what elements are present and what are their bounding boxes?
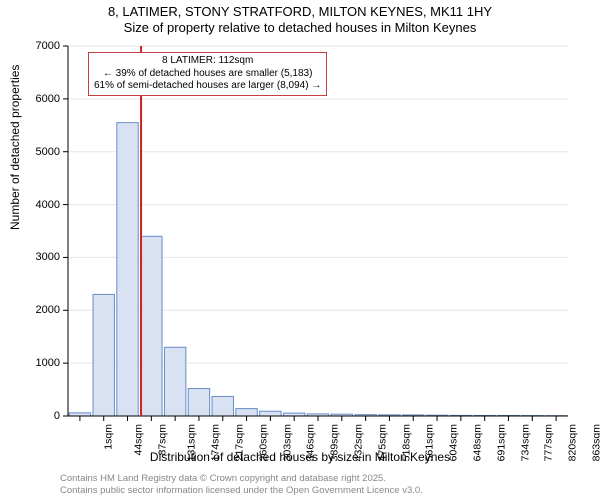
y-tick-label: 6000 — [36, 93, 60, 105]
plot-svg — [68, 46, 568, 416]
y-axis-label: Number of detached properties — [8, 65, 22, 230]
footer-line-1: Contains HM Land Registry data © Crown c… — [60, 473, 423, 484]
annotation-box: 8 LATIMER: 112sqm ← 39% of detached hous… — [88, 52, 327, 96]
annotation-line-3: 61% of semi-detached houses are larger (… — [94, 80, 321, 93]
y-tick-label: 4000 — [36, 199, 60, 211]
x-tick-label: 1sqm — [103, 424, 115, 450]
y-tick-label: 7000 — [36, 40, 60, 52]
title-area: 8, LATIMER, STONY STRATFORD, MILTON KEYN… — [0, 0, 600, 35]
y-tick-label: 5000 — [36, 146, 60, 158]
title-line-2: Size of property relative to detached ho… — [0, 20, 600, 36]
chart-area — [68, 46, 568, 416]
annotation-line-1: 8 LATIMER: 112sqm — [94, 55, 321, 68]
footer-line-2: Contains public sector information licen… — [60, 485, 423, 496]
y-tick-label: 3000 — [36, 251, 60, 263]
footer: Contains HM Land Registry data © Crown c… — [60, 473, 423, 496]
chart-container: 8, LATIMER, STONY STRATFORD, MILTON KEYN… — [0, 0, 600, 500]
y-tick-label: 2000 — [36, 304, 60, 316]
annotation-line-2: ← 39% of detached houses are smaller (5,… — [94, 68, 321, 81]
y-tick-label: 1000 — [36, 357, 60, 369]
title-line-1: 8, LATIMER, STONY STRATFORD, MILTON KEYN… — [0, 4, 600, 20]
x-axis-label: Distribution of detached houses by size … — [0, 450, 600, 464]
y-tick-label: 0 — [54, 410, 60, 422]
